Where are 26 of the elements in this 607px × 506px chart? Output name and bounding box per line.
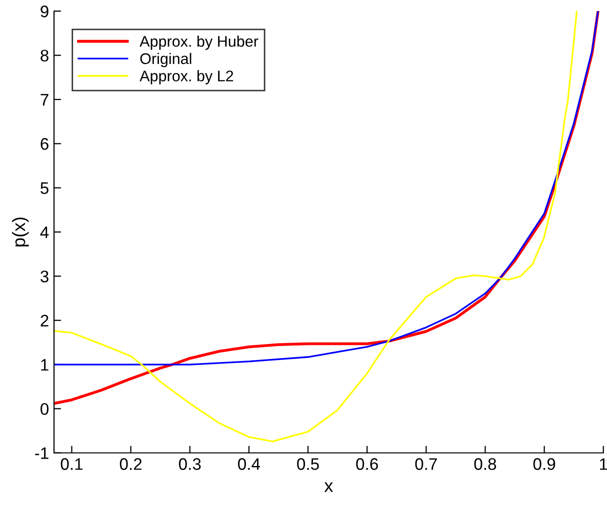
y-tick-label: 3 (40, 270, 48, 282)
x-tick-label: 0.2 (120, 458, 142, 470)
x-axis-title: x (324, 482, 334, 492)
x-tick-label: 0.4 (238, 458, 260, 470)
x-tick-label: 0.3 (178, 458, 201, 470)
y-tick-label: 6 (40, 138, 48, 150)
legend-label: Approx. by L2 (140, 70, 234, 84)
x-tick-label: 1 (600, 458, 607, 470)
y-tick-label: 7 (40, 94, 48, 106)
y-tick-label: 0 (40, 403, 49, 415)
x-tick-label: 0.9 (533, 458, 556, 470)
y-tick-label: 9 (40, 6, 48, 18)
x-tick-label: 0.8 (474, 458, 496, 470)
y-tick-label: 4 (40, 226, 49, 238)
x-tick-label: 0.6 (356, 458, 378, 470)
y-tick-label: -1 (35, 447, 48, 459)
x-tick-label: 0.7 (415, 458, 437, 470)
y-tick-label: 5 (40, 182, 48, 194)
y-tick-label: 1 (41, 359, 48, 371)
x-tick-label: 0.5 (297, 458, 319, 470)
y-tick-label: 2 (40, 314, 48, 326)
x-tick-label: 0.1 (60, 458, 83, 470)
y-axis-title: p(x) (12, 218, 29, 246)
y-tick-label: 8 (40, 50, 48, 62)
legend-label: Original (140, 52, 192, 68)
legend-label: Approx. by Huber (140, 36, 258, 50)
